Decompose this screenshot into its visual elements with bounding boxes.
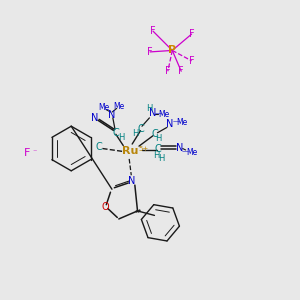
Text: Me: Me	[186, 148, 197, 157]
Text: Me: Me	[113, 101, 124, 110]
Text: H: H	[155, 134, 161, 142]
Text: H: H	[132, 129, 138, 138]
Text: F: F	[189, 29, 194, 39]
Text: —: —	[155, 110, 162, 116]
Text: ⁻: ⁻	[33, 147, 37, 156]
Text: N: N	[166, 119, 173, 129]
Text: F: F	[165, 66, 171, 76]
Text: F: F	[150, 26, 156, 36]
Text: Me: Me	[176, 118, 188, 127]
Text: P: P	[168, 45, 176, 56]
Text: Me: Me	[98, 103, 110, 112]
Text: C: C	[137, 124, 144, 134]
Text: H: H	[146, 104, 153, 113]
Text: C: C	[155, 143, 162, 154]
Text: N: N	[108, 110, 115, 120]
Text: F: F	[23, 148, 30, 158]
Text: F: F	[147, 47, 153, 57]
Text: —: —	[172, 118, 179, 124]
Text: 5+: 5+	[138, 146, 148, 152]
Text: N: N	[176, 142, 184, 153]
Text: N: N	[149, 108, 156, 118]
Text: H: H	[153, 152, 159, 160]
Text: N: N	[128, 176, 135, 186]
Text: Me: Me	[159, 110, 170, 119]
Text: F: F	[189, 56, 194, 66]
Text: Ru: Ru	[122, 146, 139, 157]
Text: H: H	[118, 133, 124, 142]
Text: O: O	[101, 202, 109, 212]
Text: N: N	[91, 113, 99, 123]
Text: H: H	[158, 154, 164, 164]
Text: —: —	[182, 148, 189, 154]
Text: F: F	[178, 66, 184, 76]
Text: C: C	[95, 142, 102, 152]
Text: C: C	[112, 128, 119, 138]
Text: C: C	[151, 129, 158, 139]
